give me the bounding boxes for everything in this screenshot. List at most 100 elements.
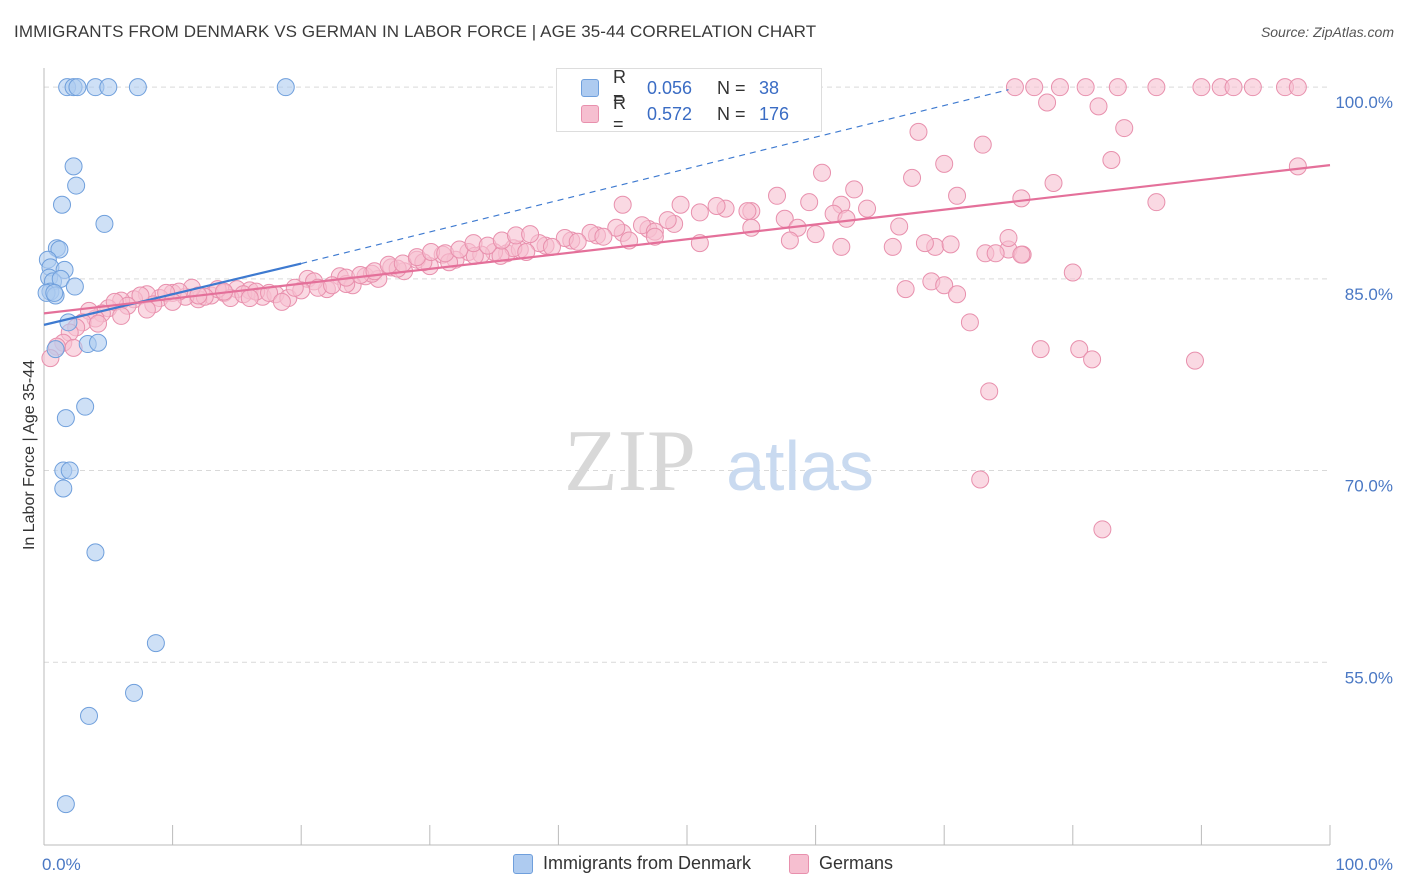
- data-point: [65, 277, 84, 296]
- data-point: [1070, 340, 1089, 359]
- data-point: [999, 228, 1018, 247]
- watermark-zip: ZIP: [564, 413, 696, 510]
- data-point: [89, 333, 108, 352]
- axes: [43, 68, 1331, 846]
- data-point: [64, 157, 83, 176]
- data-point: [1038, 93, 1057, 112]
- data-point: [112, 306, 131, 325]
- data-point: [671, 195, 690, 214]
- y-tick-label: 100.0%: [1335, 93, 1393, 112]
- data-point: [1083, 350, 1102, 369]
- chart-title: IMMIGRANTS FROM DENMARK VS GERMAN IN LAB…: [14, 22, 817, 41]
- legend-r-label: R =: [613, 67, 626, 108]
- data-point: [137, 300, 156, 319]
- stats-legend: R = 0.056 N = 38 R = 0.572 N = 176: [556, 67, 822, 134]
- data-point: [1147, 78, 1166, 97]
- data-point: [858, 199, 877, 218]
- x-tick-label: 100.0%: [1335, 855, 1393, 874]
- legend-n-value: 176: [759, 103, 790, 124]
- data-point: [80, 706, 99, 725]
- data-point: [832, 237, 851, 256]
- legend-row-denmark: R = 0.056 N = 38: [581, 67, 780, 108]
- data-point: [742, 218, 761, 237]
- data-point: [1005, 78, 1024, 97]
- data-point: [1093, 520, 1112, 539]
- trend-lines: [43, 89, 1331, 326]
- data-point: [53, 195, 72, 214]
- trend-line: [43, 262, 302, 326]
- data-point: [1224, 78, 1243, 97]
- data-point: [1288, 78, 1307, 97]
- data-point: [1089, 97, 1108, 116]
- data-point: [935, 154, 954, 173]
- data-point: [1044, 174, 1063, 193]
- data-point: [800, 193, 819, 212]
- data-point: [45, 283, 64, 302]
- data-point: [276, 78, 295, 97]
- data-point: [285, 278, 304, 297]
- data-point: [594, 227, 613, 246]
- data-point: [780, 231, 799, 250]
- data-point: [980, 382, 999, 401]
- data-point: [806, 225, 825, 244]
- legend-swatch-blue: [581, 79, 599, 97]
- data-point: [960, 313, 979, 332]
- legend-label-denmark: Immigrants from Denmark: [542, 853, 751, 873]
- data-point: [1063, 263, 1082, 282]
- data-point: [68, 78, 87, 97]
- data-point: [883, 237, 902, 256]
- data-point: [1185, 351, 1204, 370]
- data-point: [837, 209, 856, 228]
- data-point: [948, 285, 967, 304]
- data-point: [125, 683, 144, 702]
- y-tick-label: 55.0%: [1345, 668, 1393, 687]
- legend-label-germans: Germans: [819, 853, 894, 873]
- data-point: [658, 211, 677, 230]
- data-point: [67, 176, 86, 195]
- data-point: [60, 461, 79, 480]
- data-point: [768, 186, 787, 205]
- data-point: [1012, 189, 1031, 208]
- legend-r-value: 0.572: [647, 103, 693, 124]
- tick-labels: 100.0% 85.0% 70.0% 55.0% 0.0% 100.0%: [42, 93, 1393, 874]
- x-tick-label: 0.0%: [42, 855, 81, 874]
- data-point: [56, 409, 75, 428]
- y-tick-label: 70.0%: [1345, 477, 1393, 496]
- data-point: [948, 186, 967, 205]
- legend-n-label: N =: [717, 77, 746, 98]
- data-point: [146, 634, 165, 653]
- data-point: [813, 163, 832, 182]
- data-point: [76, 397, 95, 416]
- gridlines: [44, 86, 1330, 663]
- data-point: [1147, 193, 1166, 212]
- data-point: [568, 232, 587, 251]
- legend-swatch-blue: [512, 853, 533, 874]
- data-point: [903, 168, 922, 187]
- data-point: [1192, 78, 1211, 97]
- data-point: [738, 202, 757, 221]
- series-immigrants-from-denmark: [37, 78, 295, 814]
- data-point: [1031, 340, 1050, 359]
- legend-row-germans: R = 0.572 N = 176: [581, 93, 790, 134]
- data-point: [973, 135, 992, 154]
- data-point: [50, 240, 69, 259]
- data-point: [86, 543, 105, 562]
- data-point: [1025, 78, 1044, 97]
- data-point: [54, 479, 73, 498]
- data-point: [1076, 78, 1095, 97]
- data-point: [909, 122, 928, 141]
- data-point: [690, 203, 709, 222]
- data-point: [542, 237, 561, 256]
- legend-swatch-pink: [789, 853, 809, 874]
- legend-n-value: 38: [759, 77, 780, 98]
- data-point: [89, 314, 108, 333]
- data-point: [915, 234, 934, 253]
- data-point: [1243, 78, 1262, 97]
- data-point: [521, 225, 540, 244]
- data-point: [896, 280, 915, 299]
- data-point: [272, 292, 291, 311]
- legend-r-value: 0.056: [647, 77, 693, 98]
- series-legend: Immigrants from Denmark Germans: [0, 853, 1406, 874]
- data-point: [99, 78, 118, 97]
